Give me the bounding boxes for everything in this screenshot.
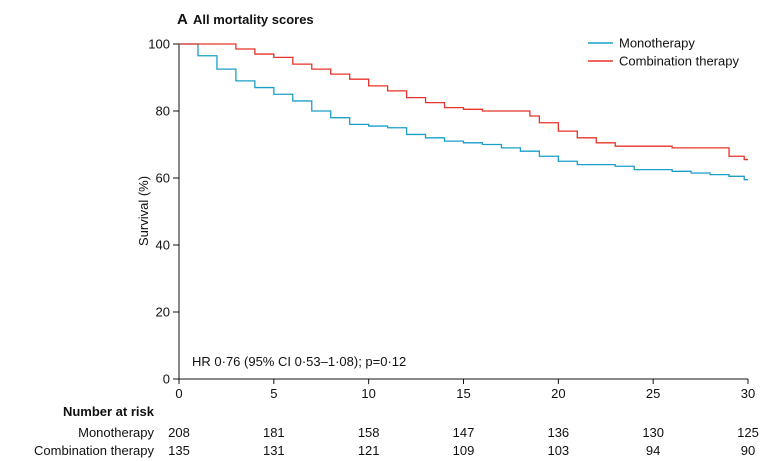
risk-value: 125 <box>737 425 759 440</box>
risk-value: 208 <box>168 425 190 440</box>
risk-value: 136 <box>547 425 569 440</box>
x-tick-label: 15 <box>456 386 470 401</box>
y-axis-label: Survival (%) <box>136 176 151 246</box>
series-line-combination-therapy <box>179 43 748 161</box>
risk-value: 90 <box>741 443 755 458</box>
legend-label: Combination therapy <box>619 54 739 69</box>
risk-value: 131 <box>263 443 285 458</box>
y-tick-label: 80 <box>156 104 170 119</box>
risk-value: 103 <box>547 443 569 458</box>
x-tick-label: 0 <box>175 386 182 401</box>
risk-table-title: Number at risk <box>63 404 155 419</box>
y-tick-label: 0 <box>163 372 170 387</box>
risk-table: Monotherapy 208 181 158 147 136 130 125 Combinat… <box>34 425 759 458</box>
x-tick-label: 10 <box>361 386 375 401</box>
risk-value: 94 <box>646 443 660 458</box>
y-tick-label: 100 <box>148 37 170 52</box>
survival-curves <box>179 43 748 181</box>
risk-value: 121 <box>358 443 380 458</box>
risk-value: 109 <box>453 443 475 458</box>
series-line-monotherapy <box>179 43 748 181</box>
y-tick-label: 60 <box>156 171 170 186</box>
chart-title: All mortality scores <box>193 12 314 27</box>
hr-annotation: HR 0·76 (95% CI 0·53–1·08); p=0·12 <box>192 354 406 369</box>
legend: Monotherapy Combination therapy <box>588 36 739 69</box>
risk-value: 147 <box>453 425 475 440</box>
legend-label: Monotherapy <box>619 36 695 51</box>
risk-value: 181 <box>263 425 285 440</box>
axes: 0 20 40 60 80 100 0 5 10 15 20 25 30 <box>148 37 755 402</box>
x-tick-label: 25 <box>646 386 660 401</box>
risk-value: 130 <box>642 425 664 440</box>
x-tick-label: 5 <box>270 386 277 401</box>
x-tick-label: 20 <box>551 386 565 401</box>
x-tick-label: 30 <box>741 386 755 401</box>
risk-row-label: Combination therapy <box>34 443 154 458</box>
chart-text: A All mortality scores Survival (%) HR 0… <box>63 11 406 419</box>
risk-value: 135 <box>168 443 190 458</box>
risk-value: 158 <box>358 425 380 440</box>
y-tick-label: 40 <box>156 238 170 253</box>
panel-label: A <box>177 11 188 28</box>
y-tick-label: 20 <box>156 305 170 320</box>
risk-row-label: Monotherapy <box>78 425 154 440</box>
